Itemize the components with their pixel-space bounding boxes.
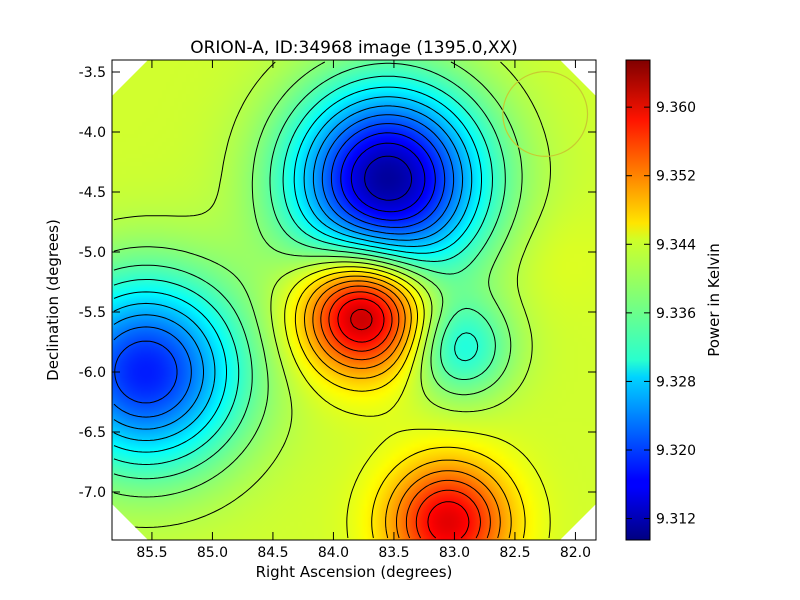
y-tick-label: -4.5: [79, 185, 106, 201]
contour-line: [350, 142, 426, 213]
contour-lines: [113, 61, 551, 539]
contour-line: [328, 291, 481, 539]
contour-line: [294, 270, 526, 539]
contour-line: [113, 86, 482, 453]
y-axis-ticks: -3.5 -4.0 -4.5 -5.0 -5.5 -6.0 -6.5 -7.0: [79, 65, 596, 501]
contour-line: [113, 75, 493, 465]
x-tick-label: 83.5: [378, 545, 409, 561]
beam-circle: [502, 71, 589, 157]
y-tick-label: -5.0: [79, 245, 106, 261]
x-tick-label: 85.5: [136, 545, 167, 561]
colorbar-label: Power in Kelvin: [705, 243, 723, 357]
contour-line: [113, 114, 455, 418]
x-axis-label: Right Ascension (degrees): [256, 563, 453, 581]
y-tick-label: -3.5: [79, 65, 106, 81]
x-tick-label: 83.0: [439, 545, 470, 561]
y-tick-label: -5.5: [79, 305, 106, 321]
colorbar-tick-label: 9.352: [656, 169, 696, 185]
y-axis-label: Declination (degrees): [44, 219, 62, 381]
colorbar-tick-label: 9.360: [656, 100, 696, 116]
x-tick-label: 84.0: [318, 545, 349, 561]
x-tick-label: 85.0: [197, 545, 228, 561]
colorbar-tick-label: 9.344: [656, 237, 696, 253]
colorbar-tick-label: 9.312: [656, 512, 696, 528]
colorbar-gradient: [626, 60, 650, 540]
colorbar: 9.360 9.352 9.344 9.336 9.328 9.320 9.312 Powe…: [625, 59, 723, 541]
contour-line: [340, 132, 436, 221]
contour-line: [113, 62, 506, 480]
contour-line: [304, 275, 512, 539]
colorbar-tick-label: 9.320: [656, 443, 696, 459]
contour-line: [113, 96, 473, 441]
x-tick-label: 82.0: [560, 545, 591, 561]
y-tick-label: -6.5: [79, 425, 106, 441]
contour-line: [113, 61, 523, 498]
contour-line: [364, 155, 413, 201]
colorbar-frame: [625, 59, 651, 541]
plot-frame: [111, 59, 597, 541]
contour-line: [113, 105, 464, 430]
contour-line: [312, 280, 501, 539]
heatmap-plot: [112, 60, 596, 540]
colorbar-ticks: 9.360 9.352 9.344 9.336 9.328 9.320 9.312: [626, 100, 696, 528]
contour-line: [337, 298, 470, 539]
contour-line: [114, 123, 446, 404]
y-tick-label: -7.0: [79, 485, 106, 501]
x-tick-label: 84.5: [257, 545, 288, 561]
contour-line: [284, 266, 551, 539]
x-axis-ticks: 85.5 85.0 84.5 84.0 83.5 83.0 82.5 82.0: [136, 60, 591, 561]
y-tick-label: -6.0: [79, 365, 106, 381]
colorbar-tick-label: 9.336: [656, 306, 696, 322]
contour-line: [350, 308, 373, 331]
x-tick-label: 82.5: [499, 545, 530, 561]
colorbar-tick-label: 9.328: [656, 374, 696, 390]
contour-line: [320, 285, 491, 539]
y-tick-label: -4.0: [79, 125, 106, 141]
chart-title: ORION-A, ID:34968 image (1395.0,XX): [190, 38, 518, 58]
